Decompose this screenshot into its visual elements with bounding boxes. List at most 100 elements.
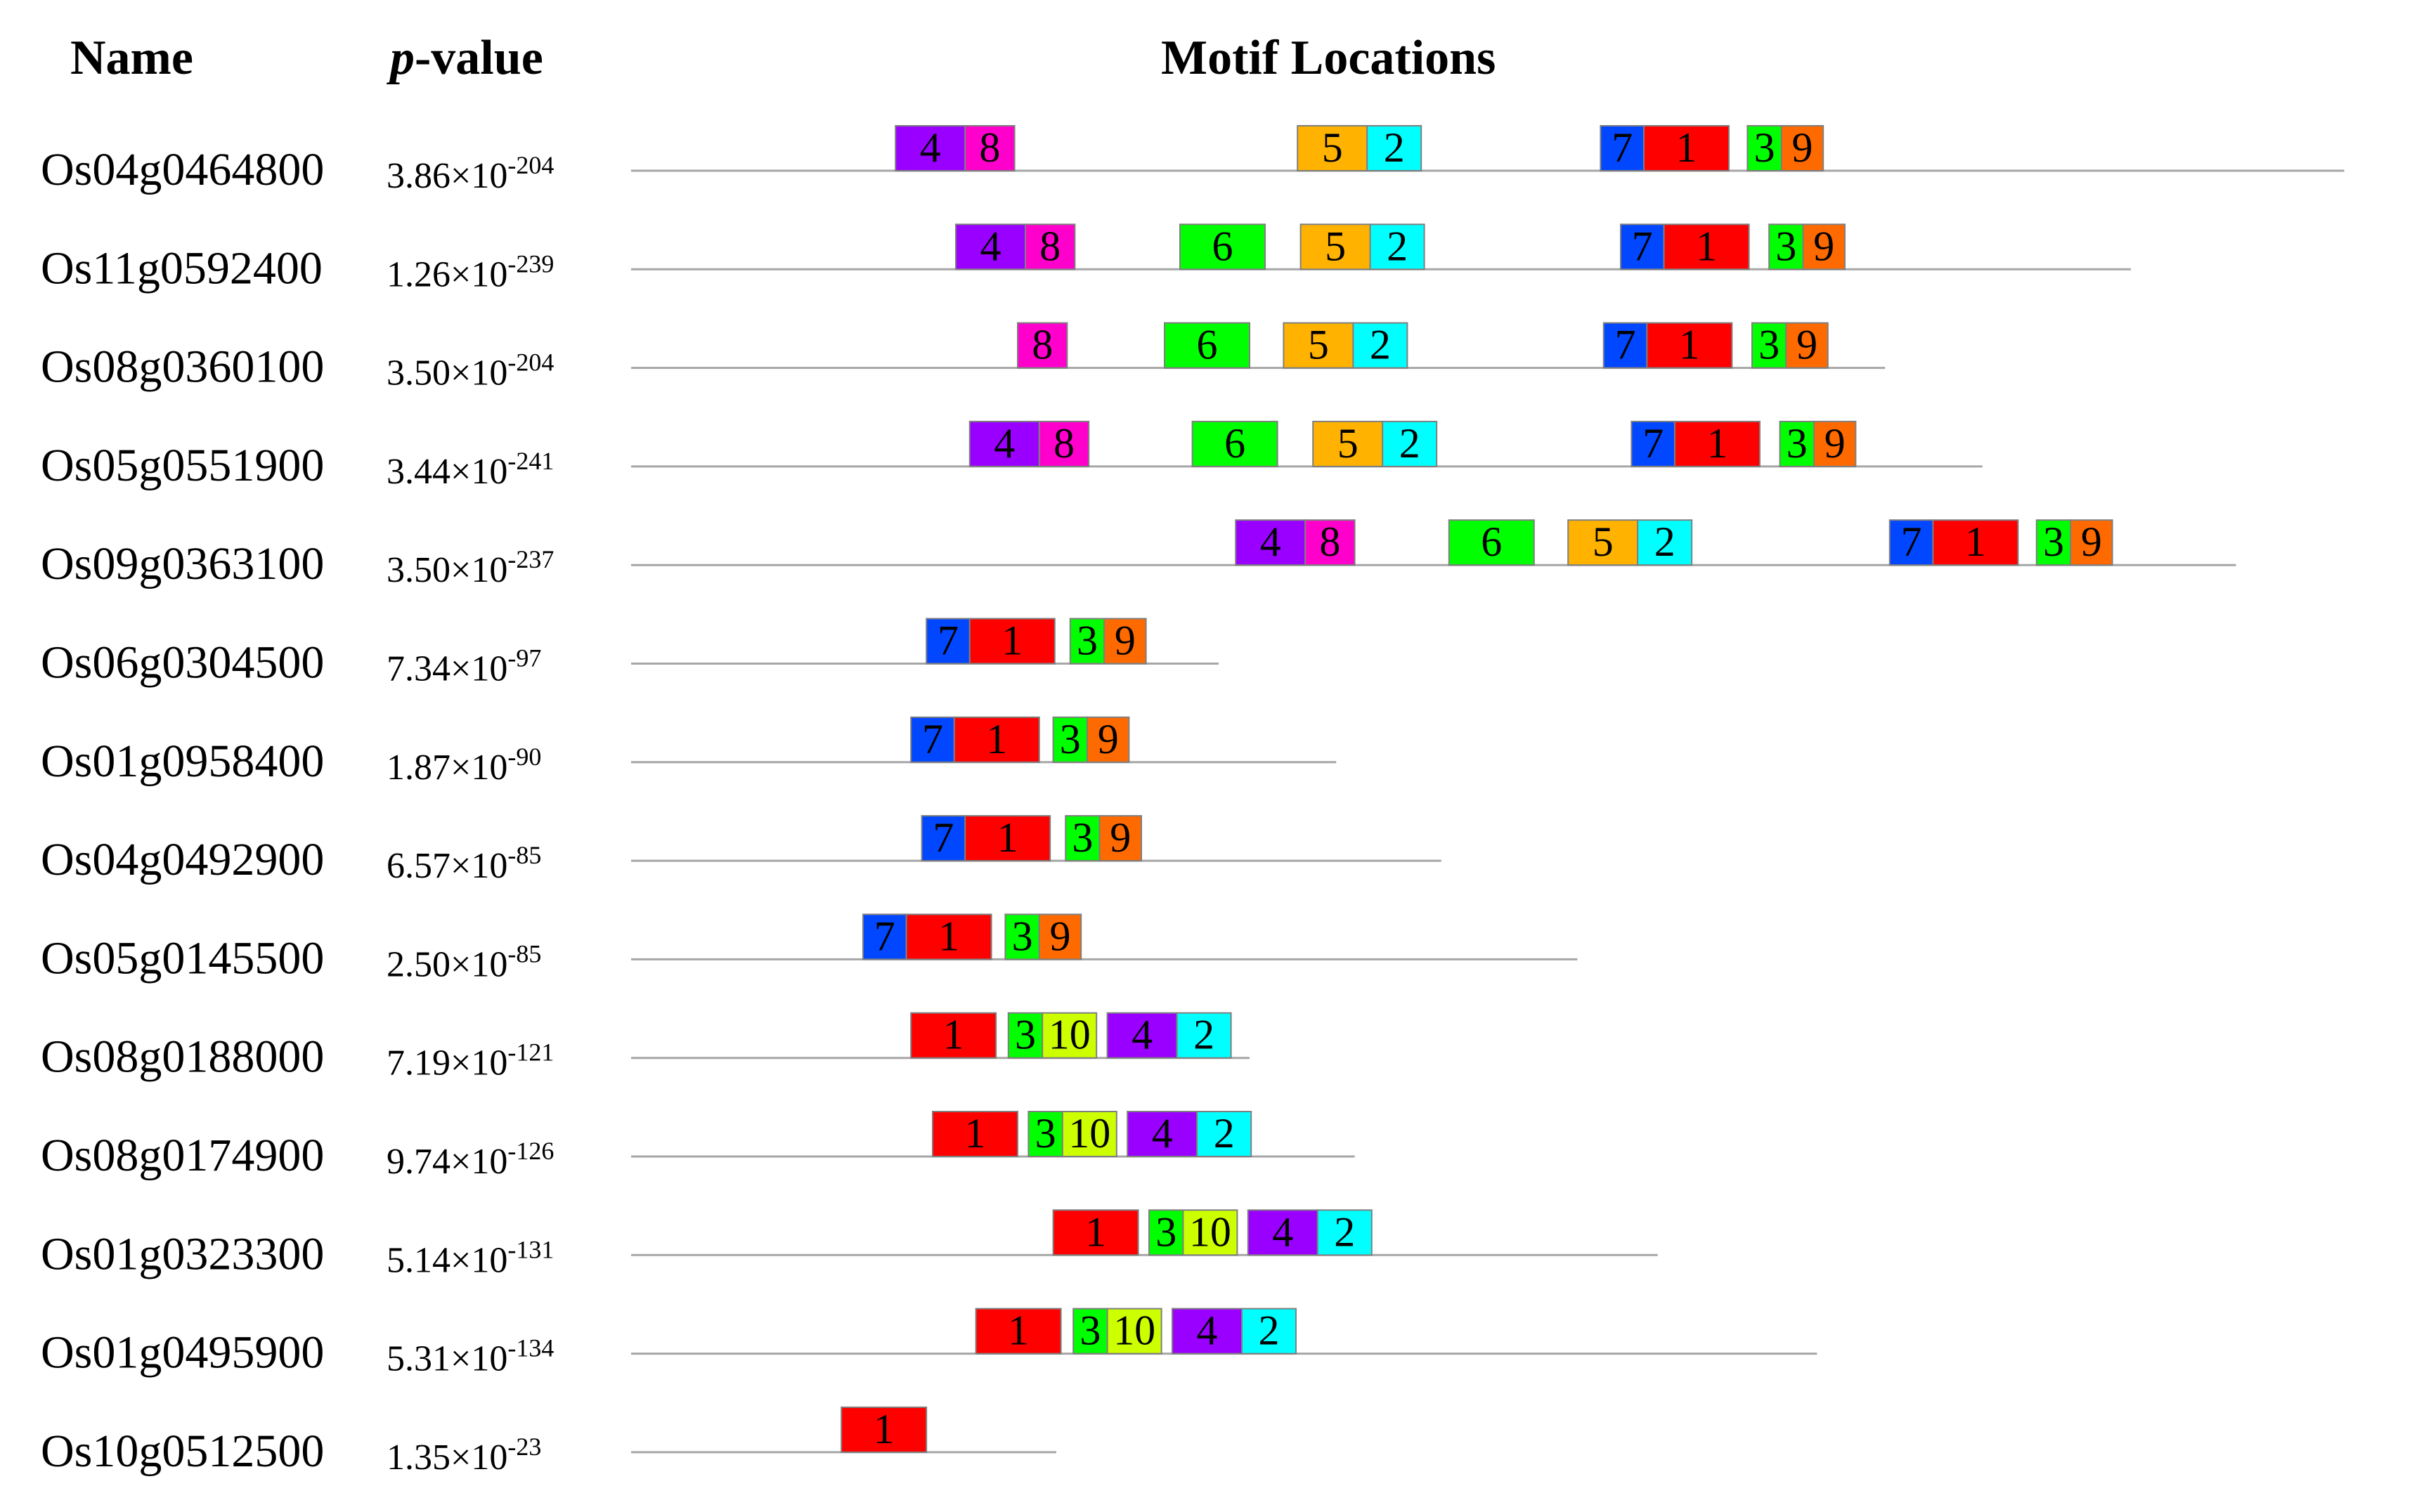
motif-1-box [1663,223,1750,271]
motif-1-box [905,913,992,960]
motif-label: 1 [1001,618,1023,664]
motif-7-box [862,913,907,960]
motif-label: 3 [1060,716,1081,762]
p-value-mantissa: 5.31×10 [387,1339,507,1379]
motif-label: 7 [1615,322,1636,368]
motif-3-box [2035,519,2072,566]
motif-label: 6 [1481,519,1502,565]
p-value-mantissa: 1.35×10 [387,1438,507,1478]
p-value-exponent: -241 [507,447,554,475]
motif-label: 5 [1337,420,1359,467]
motif-label: 1 [874,1406,895,1452]
motif-label: 3 [1775,223,1796,269]
motif-label: 9 [1110,814,1131,861]
motif-label: 2 [1334,1208,1355,1255]
motif-label: 1 [1676,124,1697,171]
motif-7-box [1620,223,1665,271]
motif-6-box [1191,420,1278,467]
motif-label: 6 [1224,420,1245,467]
motif-label: 9 [1115,618,1136,664]
p-value: 1.35×10-23 [387,1433,541,1478]
motif-8-box [964,125,1016,171]
motif-2-box [1196,1111,1252,1157]
motif-1-box [968,618,1056,665]
motif-4-box [955,223,1026,271]
gene-row: Os05g0145500 2.50×10-85 7 1 3 9 [41,913,1578,984]
motif-label: 4 [1272,1208,1293,1255]
motif-label: 8 [1039,223,1061,269]
gene-name: Os01g0495900 [41,1327,324,1379]
motif-label: 7 [1632,223,1653,269]
motif-label: 9 [1792,124,1813,171]
motif-2-box [1382,420,1438,467]
p-value-mantissa: 7.34×10 [387,649,507,689]
p-value-mantissa: 1.87×10 [387,748,507,788]
motif-label: 9 [1813,223,1834,269]
motif-label: 3 [1155,1208,1176,1255]
motif-label: 10 [1113,1308,1155,1354]
gene-name: Os08g0360100 [41,341,324,393]
header-p-italic: p [387,31,415,85]
p-value: 5.31×10-134 [387,1334,554,1379]
motif-8-box [1038,420,1090,467]
motif-label: 8 [1053,420,1075,467]
gene-rows: Os04g0464800 3.86×10-204 4 8 5 2 7 1 3 9Os11g0592… [41,124,2345,1478]
motif-5-box [1567,519,1639,566]
motif-label: 4 [994,420,1015,467]
p-value-mantissa: 6.57×10 [387,846,507,886]
p-value-exponent: -126 [507,1137,554,1165]
motif-4-box [1106,1012,1178,1059]
motif-7-box [1602,322,1648,369]
motif-6-box [1448,519,1535,566]
p-value: 5.14×10-131 [387,1235,554,1280]
p-value-exponent: -97 [507,644,541,672]
motif-10-box [1061,1111,1117,1157]
motif-9-box [1813,420,1857,467]
motif-label: 4 [980,223,1001,269]
motif-2-box [1369,223,1425,271]
motif-label: 10 [1068,1110,1110,1156]
motif-label: 2 [1387,223,1408,269]
motif-6-box [1164,322,1250,369]
motif-label: 4 [1152,1110,1173,1156]
motif-9-box [1087,716,1130,763]
motif-label: 3 [1758,322,1779,368]
motif-4-box [1235,519,1306,566]
gene-row: Os08g0188000 7.19×10-121 1 3 10 4 2 [41,1012,1250,1083]
gene-name: Os08g0174900 [41,1130,324,1181]
p-value: 7.19×10-121 [387,1038,554,1083]
gene-row: Os01g0958400 1.87×10-90 7 1 3 9 [41,716,1337,788]
p-value-mantissa: 1.26×10 [387,254,507,294]
gene-row: Os08g0174900 9.74×10-126 1 3 10 4 2 [41,1110,1355,1182]
gene-name: Os06g0304500 [41,637,324,689]
motif-label: 2 [1193,1012,1214,1058]
header-motif-locations: Motif Locations [1161,31,1496,85]
p-value-mantissa: 2.50×10 [387,944,507,984]
motif-label: 8 [979,124,1000,171]
motif-label: 3 [2043,519,2064,565]
motif-label: 7 [933,814,954,861]
motif-8-box [1304,519,1356,566]
motif-3-box [1065,815,1101,862]
p-value-mantissa: 3.50×10 [387,550,507,590]
motif-4-box [1247,1209,1318,1256]
motif-9-box [1103,618,1147,665]
motif-label: 8 [1032,322,1053,368]
gene-name: Os10g0512500 [41,1426,324,1477]
motif-label: 9 [1050,913,1071,959]
motif-label: 2 [1214,1110,1235,1156]
motif-label: 1 [1008,1308,1029,1354]
motif-label: 7 [874,913,895,959]
gene-row: Os06g0304500 7.34×10-97 7 1 3 9 [41,618,1219,689]
motif-label: 4 [920,124,941,171]
gene-name: Os09g0363100 [41,538,324,589]
gene-row: Os01g0495900 5.31×10-134 1 3 10 4 2 [41,1308,1817,1379]
p-value-mantissa: 3.44×10 [387,452,507,492]
motif-1-box [1932,519,2019,566]
motif-5-box [1297,125,1368,171]
motif-2-box [1241,1308,1297,1355]
motif-label: 9 [1098,716,1119,762]
motif-label: 9 [2081,519,2102,565]
motif-10-box [1106,1308,1162,1355]
motif-label: 7 [938,618,959,664]
